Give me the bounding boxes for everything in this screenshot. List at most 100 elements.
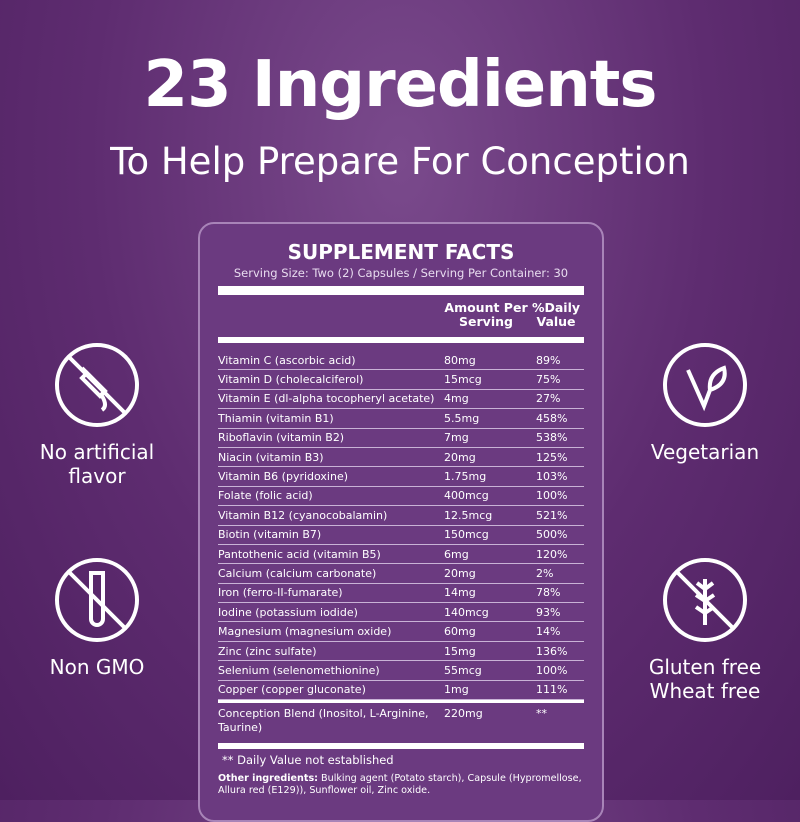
divider (218, 286, 584, 295)
nutrient-name: Vitamin C (ascorbic acid) (218, 353, 356, 367)
nutrient-name: Iron (ferro-II-fumarate) (218, 586, 343, 600)
no-dropper-icon (55, 343, 139, 427)
table-row: Calcium (calcium carbonate) 20mg 2% (218, 564, 584, 584)
nutrient-name: Niacin (vitamin B3) (218, 450, 324, 464)
other-ingredients: Other ingredients: Bulking agent (Potato… (218, 773, 584, 797)
feature-label: No artificial flavor (39, 440, 155, 488)
amount: 4mg (444, 392, 469, 406)
feature-vegetarian: Vegetarian (620, 340, 790, 464)
table-row: Vitamin B12 (cyanocobalamin) 12.5mcg 521% (218, 506, 584, 526)
daily-value: 78% (536, 586, 561, 600)
table-row: Vitamin C (ascorbic acid) 80mg 89% (218, 351, 584, 371)
daily-value: 538% (536, 431, 568, 445)
amount: 12.5mcg (444, 508, 493, 522)
table-row: Magnesium (magnesium oxide) 60mg 14% (218, 622, 584, 642)
divider (218, 337, 584, 343)
daily-value: 500% (536, 528, 568, 542)
amount: 80mg (444, 353, 476, 367)
daily-value: 93% (536, 605, 561, 619)
daily-value: 2% (536, 566, 554, 580)
table-row: Vitamin B6 (pyridoxine) 1.75mg 103% (218, 467, 584, 487)
daily-value: 136% (536, 644, 568, 658)
amount: 60mg (444, 625, 476, 639)
col-amount: Amount Per Serving (444, 300, 528, 329)
daily-value: 521% (536, 508, 568, 522)
nutrient-name: Copper (copper gluconate) (218, 683, 366, 697)
amount: 6mg (444, 547, 469, 561)
nutrient-name: Riboflavin (vitamin B2) (218, 431, 345, 445)
table-row: Pantothenic acid (vitamin B5) 6mg 120% (218, 545, 584, 565)
amount: 140mcg (444, 605, 489, 619)
amount: 1mg (444, 683, 469, 697)
daily-value: 120% (536, 547, 568, 561)
nutrient-name: Biotin (vitamin B7) (218, 528, 322, 542)
amount: 14mg (444, 586, 476, 600)
table-row: Iron (ferro-II-fumarate) 14mg 78% (218, 584, 584, 604)
nutrient-name: Vitamin D (cholecalciferol) (218, 373, 364, 387)
daily-value: 125% (536, 450, 568, 464)
daily-value: 100% (536, 489, 568, 503)
supplement-facts-panel: SUPPLEMENT FACTS Serving Size: Two (2) C… (198, 222, 604, 822)
table-row: Iodine (potassium iodide) 140mcg 93% (218, 603, 584, 623)
other-label: Other ingredients: (218, 773, 318, 785)
nutrient-name: Calcium (calcium carbonate) (218, 566, 377, 580)
nutrient-name: Vitamin B6 (pyridoxine) (218, 470, 349, 484)
nutrient-name: Zinc (zinc sulfate) (218, 644, 317, 658)
daily-value: 458% (536, 411, 568, 425)
amount: 55mcg (444, 663, 482, 677)
nutrient-name: Folate (folic acid) (218, 489, 313, 503)
table-header: Amount Per Serving %Daily Value (218, 301, 584, 337)
amount: 1.75mg (444, 470, 487, 484)
feature-gluten-free: Gluten free Wheat free (620, 555, 790, 703)
nutrient-name: Vitamin E (dl-alpha tocopheryl acetate) (218, 392, 435, 406)
serving-info: Serving Size: Two (2) Capsules / Serving… (233, 266, 569, 280)
nutrient-name: Magnesium (magnesium oxide) (218, 625, 392, 639)
amount: 400mcg (444, 489, 489, 503)
nutrient-name: Selenium (selenomethionine) (218, 663, 380, 677)
no-wheat-icon (663, 558, 747, 642)
blend-row: Conception Blend (Inositol, L-Arginine, … (218, 703, 584, 743)
blend-amount: 220mg (444, 707, 483, 721)
amount: 7mg (444, 431, 469, 445)
table-row: Niacin (vitamin B3) 20mg 125% (218, 448, 584, 468)
daily-value: 14% (536, 625, 561, 639)
col-dv: %Daily Value (531, 300, 581, 329)
blend-name: Conception Blend (Inositol, L-Arginine, … (218, 707, 429, 735)
divider (218, 743, 584, 750)
headline: 23 Ingredients (143, 48, 658, 122)
dv-note: ** Daily Value not established (222, 753, 394, 768)
daily-value: 111% (536, 683, 568, 697)
daily-value: 75% (536, 373, 561, 387)
daily-value: 100% (536, 663, 568, 677)
daily-value: 27% (536, 392, 561, 406)
table-row: Riboflavin (vitamin B2) 7mg 538% (218, 429, 584, 448)
table-row: Folate (folic acid) 400mcg 100% (218, 487, 584, 507)
feature-no-flavor: No artificial flavor (12, 340, 182, 488)
nutrient-name: Thiamin (vitamin B1) (218, 411, 334, 425)
facts-title: SUPPLEMENT FACTS (287, 240, 515, 264)
feature-label: Gluten free (648, 655, 762, 679)
subheadline: To Help Prepare For Conception (110, 140, 690, 183)
table-row: Copper (copper gluconate) 1mg 111% (218, 681, 584, 701)
daily-value: 89% (536, 353, 561, 367)
amount: 150mcg (444, 528, 489, 542)
other-text: Bulking agent (Potato starch), Capsule (… (218, 773, 582, 797)
table-row: Biotin (vitamin B7) 150mcg 500% (218, 526, 584, 545)
daily-value: 103% (536, 470, 568, 484)
amount: 20mg (444, 450, 476, 464)
nutrient-name: Vitamin B12 (cyanocobalamin) (218, 508, 388, 522)
table-row: Thiamin (vitamin B1) 5.5mg 458% (218, 409, 584, 429)
amount: 20mg (444, 566, 476, 580)
feature-label: Non GMO (49, 655, 145, 679)
feature-label: Wheat free (649, 679, 761, 703)
feature-label: Vegetarian (650, 440, 760, 464)
amount: 5.5mg (444, 411, 480, 425)
leaf-icon (663, 343, 747, 427)
nutrient-name: Pantothenic acid (vitamin B5) (218, 547, 381, 561)
table-row: Selenium (selenomethionine) 55mcg 100% (218, 661, 584, 681)
table-row: Vitamin D (cholecalciferol) 15mcg 75% (218, 370, 584, 390)
blend-dv: ** (536, 707, 547, 721)
amount: 15mg (444, 644, 476, 658)
no-test-tube-icon (55, 558, 139, 642)
feature-non-gmo: Non GMO (12, 555, 182, 679)
